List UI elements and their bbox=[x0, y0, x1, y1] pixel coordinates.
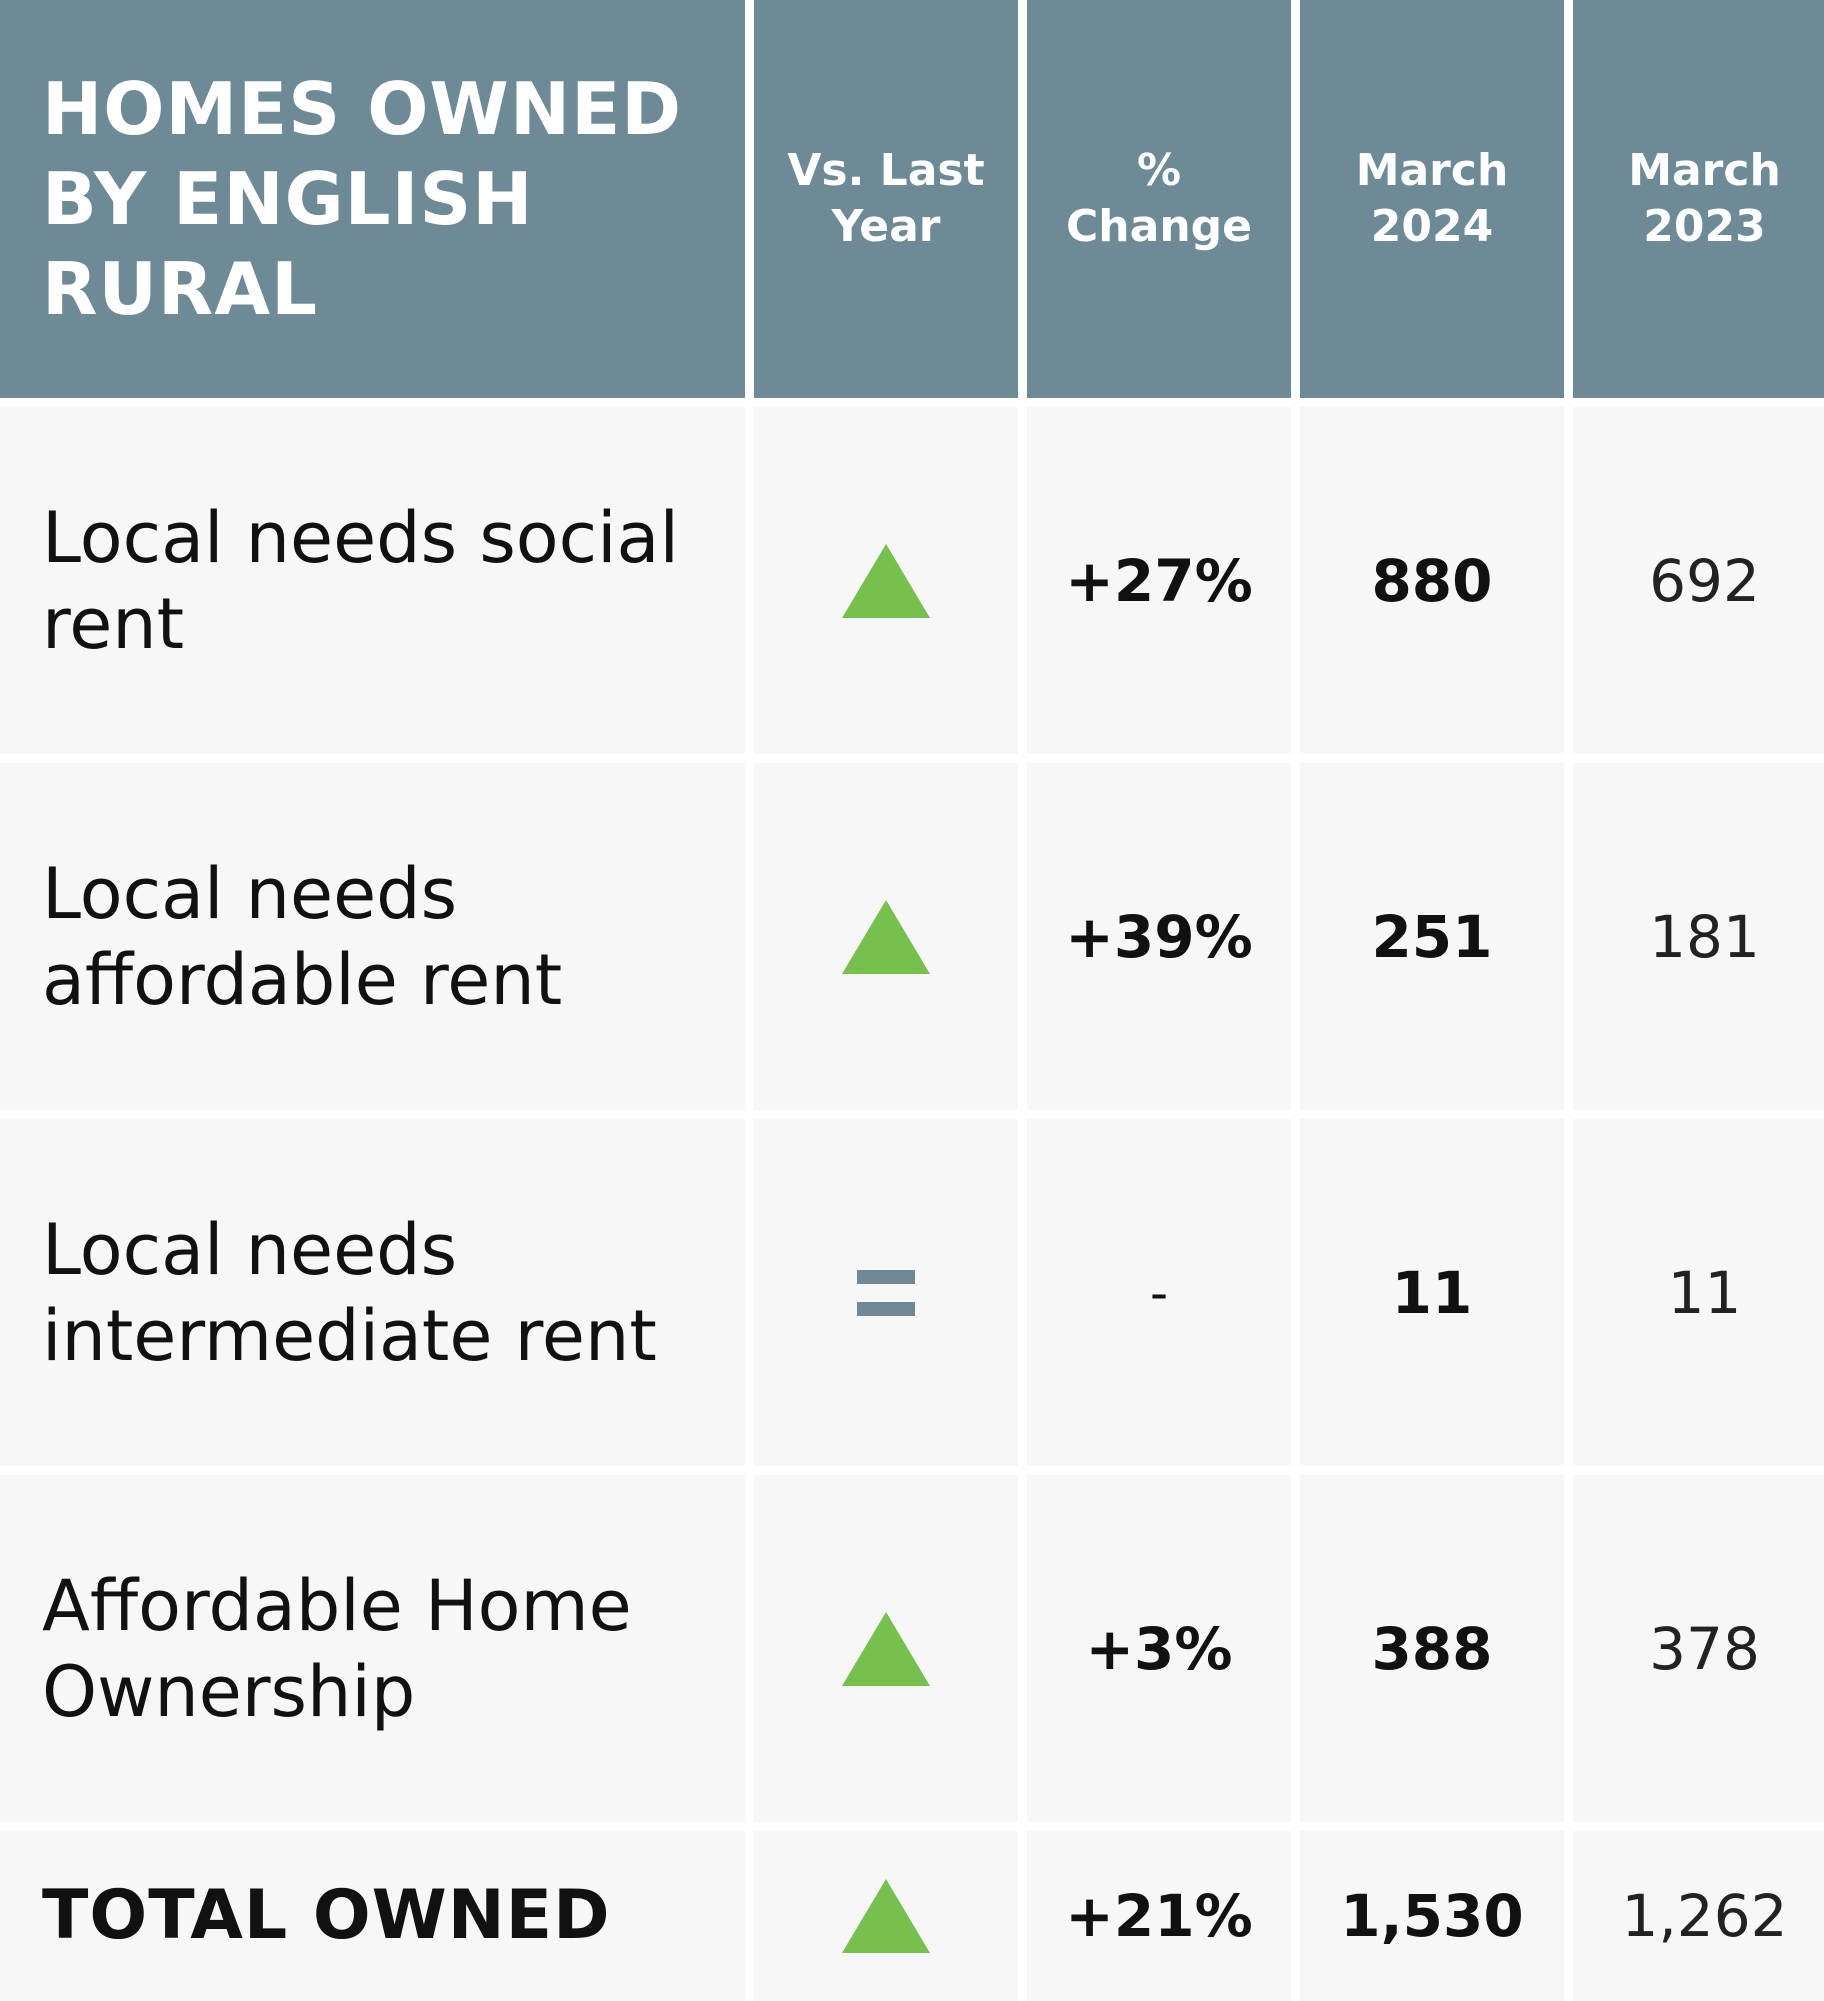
column-header-march-2023: March 2023 bbox=[1573, 0, 1824, 398]
column-header-line: 2023 bbox=[1643, 201, 1766, 252]
march-2023-value: 181 bbox=[1573, 763, 1824, 1110]
trend-cell bbox=[754, 1119, 1018, 1466]
pct-change-value: +27% bbox=[1027, 407, 1291, 754]
up-arrow-icon bbox=[842, 1611, 930, 1686]
trend-cell bbox=[754, 763, 1018, 1110]
row-label-local-needs-social-rent: Local needs social rent bbox=[0, 407, 745, 754]
total-march-2023-value: 1,262 bbox=[1573, 1831, 1824, 2001]
column-header-pct-change: % Change bbox=[1027, 0, 1291, 398]
march-2024-value: 11 bbox=[1300, 1119, 1564, 1466]
row-label-line: affordable rent bbox=[42, 938, 563, 1021]
march-2024-value: 880 bbox=[1300, 407, 1564, 754]
column-header-line: March bbox=[1628, 145, 1781, 196]
up-arrow-icon bbox=[842, 1879, 930, 1953]
up-arrow-icon bbox=[842, 899, 930, 974]
trend-cell bbox=[754, 1831, 1018, 2001]
row-label-line: Ownership bbox=[42, 1650, 416, 1733]
row-label-line: Local needs bbox=[42, 1208, 458, 1291]
column-header-line: Change bbox=[1066, 201, 1252, 252]
table-title-line-2: BY ENGLISH bbox=[42, 157, 534, 241]
up-arrow-icon bbox=[842, 543, 930, 618]
row-label-line: Local needs social bbox=[42, 496, 679, 579]
row-label-local-needs-intermediate-rent: Local needs intermediate rent bbox=[0, 1119, 745, 1466]
column-header-vs-last-year: Vs. Last Year bbox=[754, 0, 1018, 398]
column-header-line: % bbox=[1136, 145, 1182, 196]
row-label-line: intermediate rent bbox=[42, 1294, 657, 1377]
table-title-line-1: HOMES OWNED bbox=[42, 67, 683, 151]
total-pct-change-value: +21% bbox=[1027, 1831, 1291, 2001]
row-label-line: rent bbox=[42, 582, 185, 665]
column-header-line: Vs. Last bbox=[787, 145, 985, 196]
pct-change-value: +39% bbox=[1027, 763, 1291, 1110]
column-header-line: Year bbox=[831, 201, 941, 252]
march-2024-value: 388 bbox=[1300, 1475, 1564, 1822]
table-title: HOMES OWNED BY ENGLISH RURAL bbox=[0, 0, 745, 398]
equals-icon bbox=[857, 1269, 915, 1316]
pct-change-value: +3% bbox=[1027, 1475, 1291, 1822]
march-2023-value: 378 bbox=[1573, 1475, 1824, 1822]
total-owned-label: TOTAL OWNED bbox=[0, 1831, 745, 2001]
column-header-line: March bbox=[1355, 145, 1509, 196]
trend-cell bbox=[754, 1475, 1018, 1822]
row-label-affordable-home-ownership: Affordable Home Ownership bbox=[0, 1475, 745, 1822]
table-title-line-3: RURAL bbox=[42, 247, 318, 331]
row-label-local-needs-affordable-rent: Local needs affordable rent bbox=[0, 763, 745, 1110]
total-march-2024-value: 1,530 bbox=[1300, 1831, 1564, 2001]
march-2023-value: 692 bbox=[1573, 407, 1824, 754]
column-header-march-2024: March 2024 bbox=[1300, 0, 1564, 398]
row-label-line: Affordable Home bbox=[42, 1564, 632, 1647]
march-2023-value: 11 bbox=[1573, 1119, 1824, 1466]
trend-cell bbox=[754, 407, 1018, 754]
column-header-line: 2024 bbox=[1370, 201, 1494, 252]
march-2024-value: 251 bbox=[1300, 763, 1564, 1110]
row-label-line: Local needs bbox=[42, 852, 458, 935]
pct-change-value: - bbox=[1027, 1119, 1291, 1466]
